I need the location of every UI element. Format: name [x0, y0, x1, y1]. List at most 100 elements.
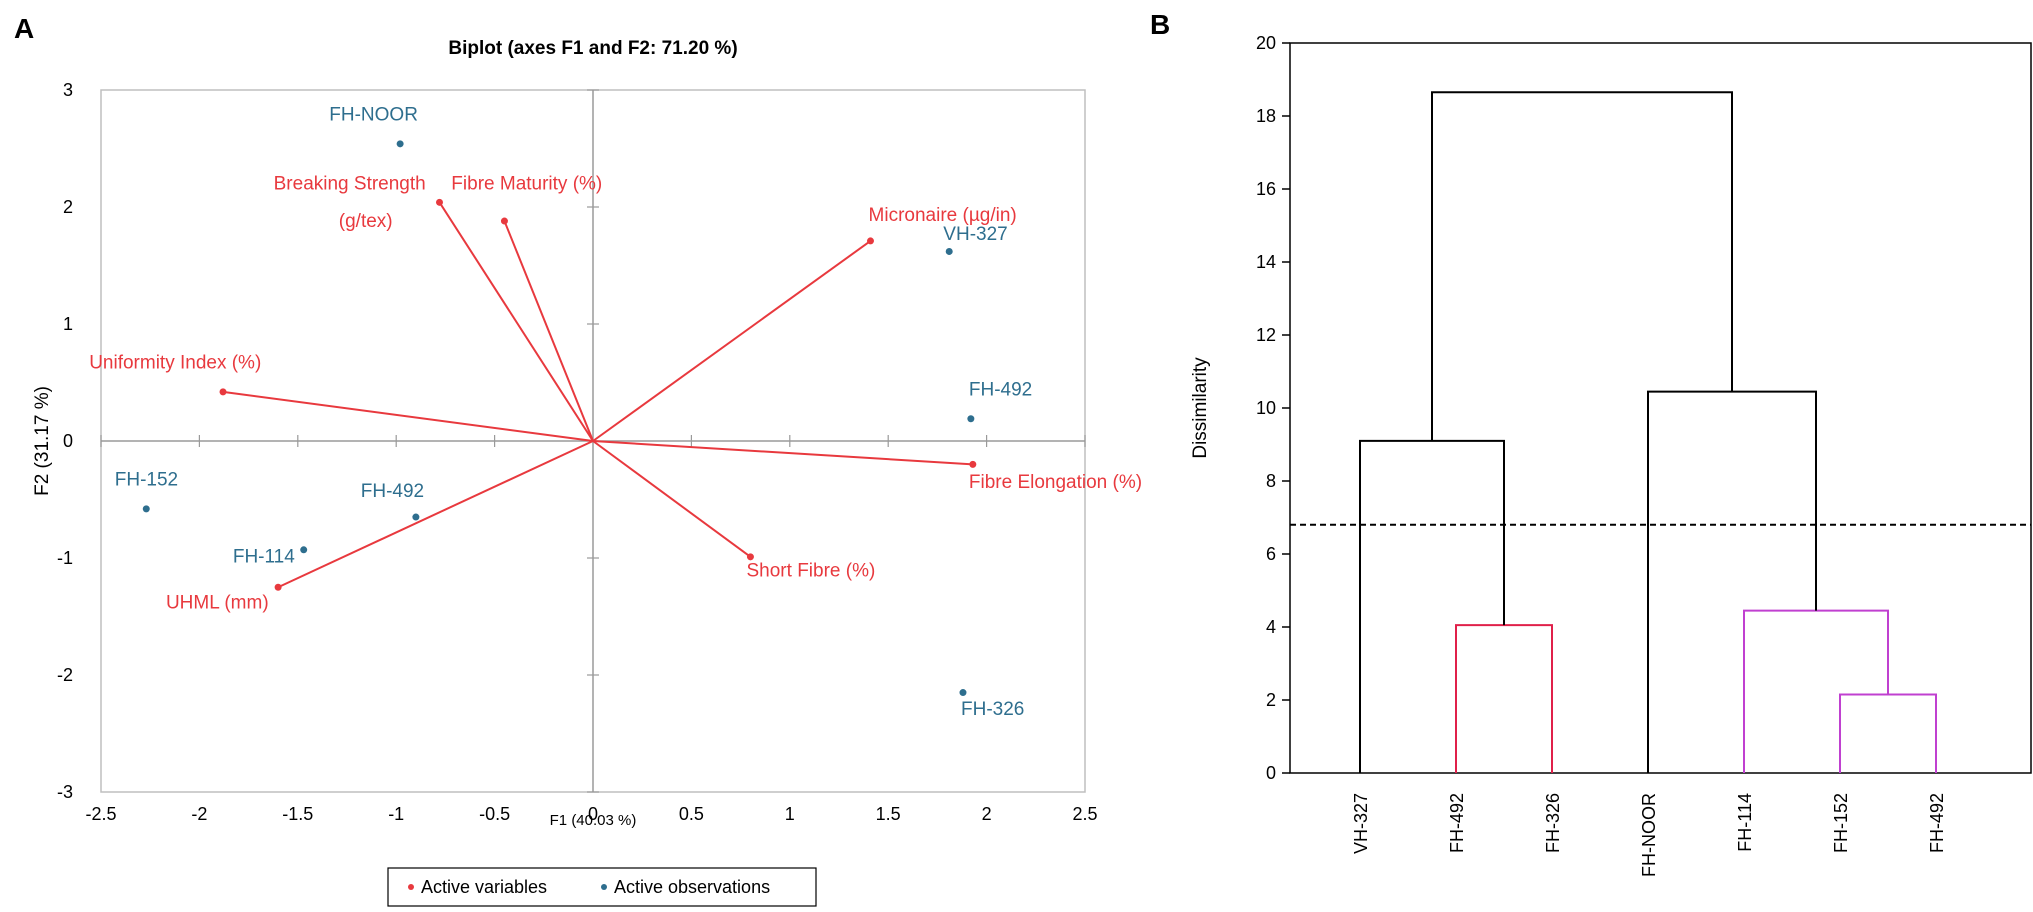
legend-observations-marker: [601, 884, 607, 890]
biplot-x-tick-label: 0.5: [679, 804, 704, 824]
biplot-x-tick-label: -1.5: [282, 804, 313, 824]
observation-point: [412, 513, 420, 521]
biplot-title: Biplot (axes F1 and F2: 71.20 %): [448, 38, 737, 59]
biplot-x-tick-label: -1: [388, 804, 404, 824]
biplot-y-tick-label: -1: [57, 548, 73, 568]
legend-observations-label: Active observations: [614, 877, 770, 897]
dendrogram-chart: 0 2 4 6 8 10 12 14 16 18 20 VH-327 FH-492 FH-326 FH-N…: [1190, 33, 2032, 877]
variable-label: Short Fibre (%): [747, 561, 876, 582]
variable-vector-line: [277, 440, 594, 589]
dendrogram-leaf-label: FH-NOOR: [1639, 793, 1659, 877]
panel-b-letter: B: [1150, 9, 1170, 40]
variable-vector-point: [500, 217, 508, 225]
variable-label: UHML (mm): [166, 592, 269, 613]
dendrogram-link: [1647, 390, 1817, 773]
dendrogram-leaf-label: FH-492: [1447, 793, 1467, 853]
biplot-variable-vectors: Breaking Strength (g/tex) Fibre Maturity (…: [89, 173, 1142, 613]
variable-vector-line: [592, 440, 973, 466]
dendrogram-y-tick-label: 14: [1256, 252, 1276, 272]
observation-label: FH-114: [233, 547, 295, 568]
biplot-legend: Active variables Active observations: [387, 867, 817, 907]
dendrogram-y-tick-label: 2: [1266, 690, 1276, 710]
biplot-x-tick-label: 1: [785, 804, 795, 824]
biplot-x-tick-label: 0: [588, 804, 598, 824]
biplot-x-tick-label: -2: [191, 804, 207, 824]
biplot-x-tick-label: -2.5: [85, 804, 116, 824]
observation-label: FH-492: [969, 379, 1032, 400]
biplot-y-tick-label: 2: [63, 197, 73, 217]
dendrogram-y-tick-label: 6: [1266, 544, 1276, 564]
dendrogram-y-axis-label: Dissimilarity: [1190, 357, 1211, 459]
dendrogram-link: [1431, 91, 1733, 441]
dendrogram-y-tick-label: 8: [1266, 471, 1276, 491]
variable-label: Micronaire (µg/in): [869, 205, 1017, 226]
observation-label: FH-NOOR: [329, 104, 418, 125]
biplot-y-ticks: -3 -2 -1 0 1 2 3: [57, 80, 599, 802]
observation-label: FH-152: [115, 469, 178, 490]
biplot-x-tick-label: 1.5: [876, 804, 901, 824]
biplot-x-tick-label: 2.5: [1072, 804, 1097, 824]
variable-vector-line: [438, 201, 594, 442]
dendrogram-link: [1839, 693, 1937, 773]
biplot-y-tick-label: -3: [57, 782, 73, 802]
biplot-x-tick-label: -0.5: [479, 804, 510, 824]
variable-vector-point: [969, 460, 977, 468]
dendrogram-leaf-label: FH-114: [1735, 793, 1755, 852]
observation-label: FH-492: [361, 481, 424, 502]
variable-vector-point: [219, 388, 227, 396]
observation-point: [945, 247, 953, 255]
dendrogram-leaf-label: FH-152: [1831, 793, 1851, 853]
dendrogram-link: [1455, 624, 1553, 773]
biplot-x-axis-label: F1 (40.03 %): [550, 812, 637, 829]
observation-point: [396, 140, 404, 148]
variable-vector-line: [592, 240, 872, 442]
legend-variables-marker: [408, 884, 414, 890]
dendrogram-plot-frame: [1289, 42, 2032, 774]
dendrogram-y-tick-label: 16: [1256, 179, 1276, 199]
panel-a-letter: A: [14, 13, 34, 44]
biplot-y-tick-label: -2: [57, 665, 73, 685]
dendrogram-leaf-label: FH-326: [1543, 793, 1563, 853]
dendrogram-y-tick-label: 10: [1256, 398, 1276, 418]
biplot-chart: Biplot (axes F1 and F2: 71.20 %) -2.5 -2-…: [32, 38, 1142, 907]
dendrogram-y-tick-label: 0: [1266, 763, 1276, 783]
dendrogram-y-tick-label: 4: [1266, 617, 1276, 637]
biplot-x-tick-label: 2: [982, 804, 992, 824]
observation-point: [142, 505, 150, 513]
variable-vector-point: [274, 583, 282, 591]
variable-label: Uniformity Index (%): [89, 352, 261, 373]
dendrogram-leaf-labels: VH-327 FH-492 FH-326 FH-NOOR FH-114 FH-152 FH-…: [1351, 793, 1947, 877]
dendrogram-link: [1743, 609, 1889, 773]
observation-point: [959, 689, 967, 697]
variable-label-line2: (g/tex): [339, 211, 393, 232]
variable-vector-line: [222, 390, 594, 442]
variable-label: Fibre Elongation (%): [969, 472, 1142, 493]
biplot-y-axis-label: F2 (31.17 %): [32, 386, 53, 496]
variable-vector-point: [866, 237, 874, 245]
biplot-x-ticks: -2.5 -2 -1.5 -1 -0.5 0 0.5 1 1.5 2 2.5: [85, 435, 1098, 824]
dendrogram-link: [1359, 439, 1505, 773]
observation-point: [967, 415, 975, 423]
variable-vector-point: [746, 553, 754, 561]
observation-label: FH-326: [961, 699, 1024, 720]
observation-label: VH-327: [943, 224, 1007, 245]
dendrogram-y-tick-label: 12: [1256, 325, 1276, 345]
variable-label: Breaking Strength: [274, 173, 426, 194]
dendrogram-y-tick-label: 18: [1256, 106, 1276, 126]
legend-variables-label: Active variables: [421, 877, 547, 897]
biplot-y-tick-label: 3: [63, 80, 73, 100]
variable-vector-line: [592, 440, 752, 558]
dendrogram-leaf-label: VH-327: [1351, 793, 1371, 854]
variable-label: Fibre Maturity (%): [451, 173, 602, 194]
biplot-y-tick-label: 1: [63, 314, 73, 334]
dendrogram-y-ticks: 0 2 4 6 8 10 12 14 16 18 20: [1256, 33, 1290, 783]
variable-vector-point: [435, 198, 443, 206]
biplot-observations: FH-NOOR VH-327 FH-492 FH-152 FH-492 FH-114 FH-…: [115, 104, 1032, 719]
observation-point: [300, 546, 308, 554]
biplot-y-tick-label: 0: [63, 431, 73, 451]
dendrogram-leaf-label: FH-492: [1927, 793, 1947, 853]
dendrogram-y-tick-label: 20: [1256, 33, 1276, 53]
variable-vector-line: [503, 220, 594, 442]
dendrogram-links: [1359, 91, 1937, 773]
